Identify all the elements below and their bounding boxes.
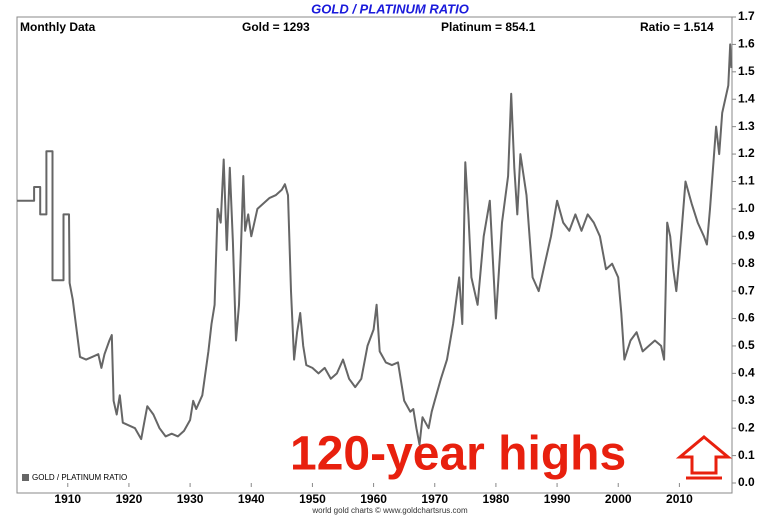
x-tick-label: 1920 — [116, 492, 143, 506]
x-tick-label: 2000 — [605, 492, 632, 506]
legend-label: GOLD / PLATINUM RATIO — [32, 473, 127, 482]
header-gold: Gold = 1293 — [242, 20, 310, 34]
y-tick-label: 0.2 — [738, 420, 755, 434]
x-tick-label: 1970 — [421, 492, 448, 506]
x-tick-label: 1940 — [238, 492, 265, 506]
y-tick-label: 0.9 — [738, 228, 755, 242]
annotation: 120-year highs — [290, 428, 626, 481]
x-tick-label: 1950 — [299, 492, 326, 506]
y-tick-label: 1.3 — [738, 119, 755, 133]
header-label: Monthly Data — [20, 20, 96, 34]
y-tick-label: 0.4 — [738, 366, 755, 380]
x-tick-label: 2010 — [666, 492, 693, 506]
y-tick-label: 0.1 — [738, 448, 755, 462]
y-tick-label: 1.5 — [738, 64, 755, 78]
y-tick-label: 0.6 — [738, 311, 755, 325]
x-tick-label: 1930 — [177, 492, 204, 506]
plot-frame — [16, 16, 733, 494]
x-tick-label: 1960 — [360, 492, 387, 506]
y-tick-label: 1.0 — [738, 201, 755, 215]
legend-swatch — [22, 474, 29, 481]
chart-title: GOLD / PLATINUM RATIO — [311, 1, 469, 16]
footer: world gold charts © www.goldchartsrus.co… — [311, 506, 468, 515]
y-tick-label: 1.1 — [738, 174, 755, 188]
y-tick-label: 1.4 — [738, 91, 755, 105]
arrow-icon — [675, 435, 733, 475]
y-tick-label: 1.7 — [738, 9, 755, 23]
y-tick-label: 0.8 — [738, 256, 755, 270]
y-tick-label: 0.0 — [738, 475, 755, 489]
y-tick-label: 1.2 — [738, 146, 755, 160]
header-ratio: Ratio = 1.514 — [640, 20, 714, 34]
y-tick-label: 0.7 — [738, 283, 755, 297]
x-tick-label: 1980 — [483, 492, 510, 506]
y-tick-label: 1.6 — [738, 37, 755, 51]
y-tick-label: 0.3 — [738, 393, 755, 407]
series-line — [17, 43, 733, 446]
x-tick-label: 1910 — [54, 492, 81, 506]
header-platinum: Platinum = 854.1 — [441, 20, 536, 34]
x-tick-label: 1990 — [544, 492, 571, 506]
y-tick-label: 0.5 — [738, 338, 755, 352]
